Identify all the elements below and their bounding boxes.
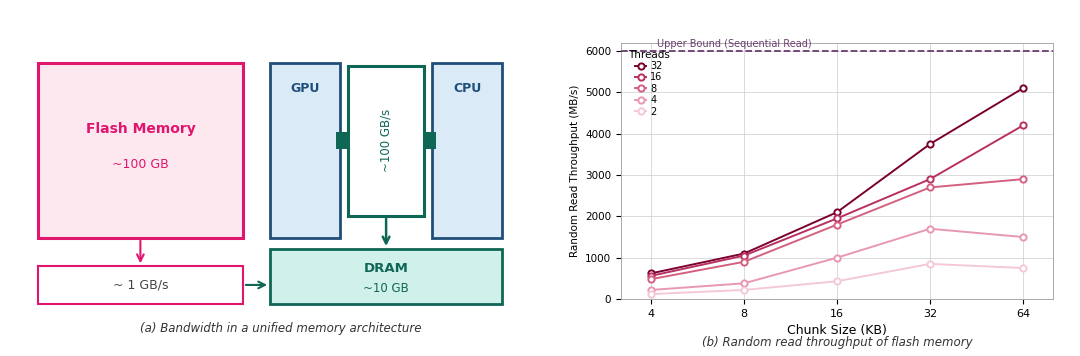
FancyBboxPatch shape bbox=[270, 249, 502, 304]
2 bbox=[831, 279, 843, 283]
Text: DRAM: DRAM bbox=[364, 262, 408, 274]
FancyBboxPatch shape bbox=[337, 132, 348, 150]
8 bbox=[645, 277, 658, 281]
4 bbox=[645, 288, 658, 292]
FancyBboxPatch shape bbox=[432, 63, 502, 238]
32 bbox=[645, 271, 658, 276]
Text: (b) Random read throughput of flash memory: (b) Random read throughput of flash memo… bbox=[702, 336, 972, 349]
8 bbox=[738, 260, 751, 264]
Line: 2: 2 bbox=[648, 261, 1026, 297]
Line: 32: 32 bbox=[648, 85, 1026, 277]
16 bbox=[1016, 123, 1029, 127]
32 bbox=[1016, 86, 1029, 90]
32 bbox=[831, 210, 843, 214]
4 bbox=[738, 281, 751, 286]
2 bbox=[738, 288, 751, 292]
Text: CPU: CPU bbox=[453, 82, 482, 95]
16 bbox=[738, 253, 751, 258]
Text: ~100 GB: ~100 GB bbox=[112, 158, 168, 171]
FancyBboxPatch shape bbox=[348, 66, 424, 216]
16 bbox=[645, 274, 658, 278]
Text: Flash Memory: Flash Memory bbox=[85, 122, 195, 136]
Text: ~ 1 GB/s: ~ 1 GB/s bbox=[112, 278, 168, 292]
X-axis label: Chunk Size (KB): Chunk Size (KB) bbox=[787, 324, 887, 337]
Text: ~10 GB: ~10 GB bbox=[363, 282, 409, 295]
FancyBboxPatch shape bbox=[38, 63, 243, 238]
16 bbox=[831, 216, 843, 221]
8 bbox=[1016, 177, 1029, 181]
4 bbox=[1016, 235, 1029, 239]
2 bbox=[1016, 266, 1029, 270]
2 bbox=[923, 262, 936, 266]
FancyBboxPatch shape bbox=[270, 63, 340, 238]
8 bbox=[923, 185, 936, 189]
Text: ~100 GB/s: ~100 GB/s bbox=[379, 109, 393, 172]
4 bbox=[923, 227, 936, 231]
FancyBboxPatch shape bbox=[424, 132, 436, 150]
4 bbox=[831, 256, 843, 260]
16 bbox=[923, 177, 936, 181]
32 bbox=[923, 142, 936, 146]
2 bbox=[645, 292, 658, 296]
Text: Upper Bound (Sequential Read): Upper Bound (Sequential Read) bbox=[658, 39, 812, 49]
8 bbox=[831, 222, 843, 227]
Line: 8: 8 bbox=[648, 176, 1026, 282]
Line: 16: 16 bbox=[648, 122, 1026, 279]
Legend: 32, 16, 8, 4, 2: 32, 16, 8, 4, 2 bbox=[626, 48, 672, 119]
FancyBboxPatch shape bbox=[38, 266, 243, 304]
32 bbox=[738, 251, 751, 256]
Y-axis label: Random Read Throughput (MB/s): Random Read Throughput (MB/s) bbox=[569, 85, 580, 257]
Line: 4: 4 bbox=[648, 226, 1026, 293]
Text: GPU: GPU bbox=[291, 82, 320, 95]
Text: (a) Bandwidth in a unified memory architecture: (a) Bandwidth in a unified memory archit… bbox=[140, 322, 421, 335]
